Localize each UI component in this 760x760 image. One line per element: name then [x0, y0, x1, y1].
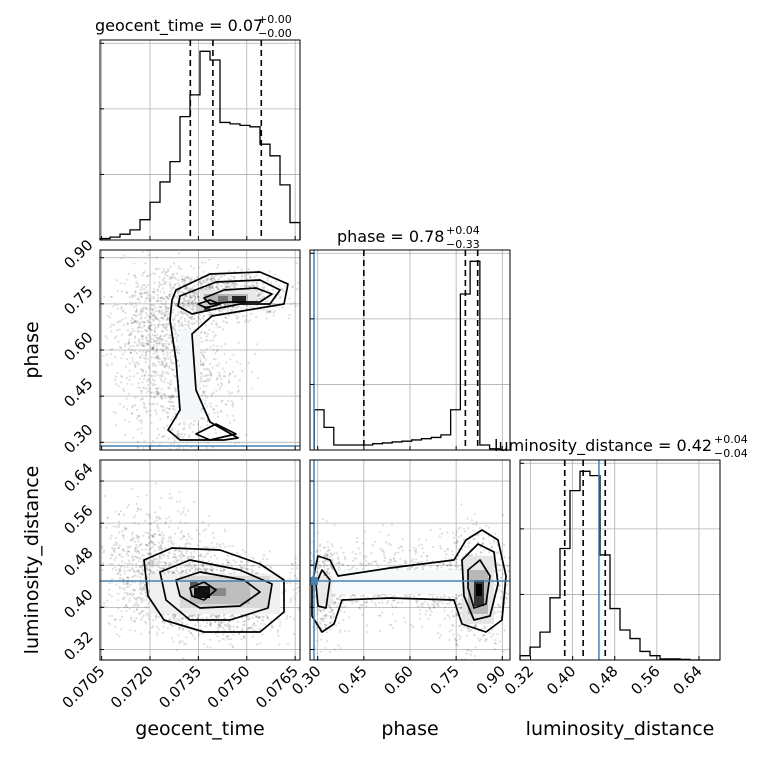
- contour-0: [143, 547, 285, 633]
- histogram-luminosity-distance: [519, 470, 720, 661]
- xtick-label-phase-1: 0.45: [334, 662, 370, 698]
- xlabel-geocent-time: geocent_time: [135, 718, 264, 740]
- frame: [99, 459, 301, 661]
- histogram-geocent-time: [99, 50, 301, 240]
- title-geocent-time: geocent_time = 0.07: [95, 16, 263, 36]
- xtick-label-geocent-time-0: 0.0705: [59, 662, 109, 712]
- ylabel-phase: phase: [21, 321, 43, 378]
- xtick-label-luminosity-distance-0: 0.32: [501, 662, 537, 698]
- title-phase-sup: +0.04: [446, 224, 480, 237]
- xtick-label-phase-3: 0.75: [427, 662, 463, 698]
- xtick-label-luminosity-distance-4: 0.64: [669, 662, 705, 698]
- xtick-label-luminosity-distance-1: 0.40: [543, 662, 579, 698]
- xtick-label-phase-2: 0.60: [380, 662, 416, 698]
- panel-content-geocent-time-luminosity-distance: [100, 460, 300, 660]
- density-cell-4: [210, 588, 226, 596]
- panel-geocent-time-hist: [99, 39, 301, 241]
- title-geocent-time-sup: +0.00: [258, 13, 292, 26]
- ytick-label-phase-3: 0.75: [60, 282, 96, 318]
- title-luminosity-distance-sup: +0.04: [714, 433, 748, 446]
- density-cell-5: [190, 582, 198, 588]
- panel-luminosity-distance-hist: 0.32 0.40 0.48 0.56 0.64: [501, 459, 721, 698]
- ytick-label-luminosity-distance-3: 0.56: [60, 501, 96, 537]
- xtick-label-geocent-time-2: 0.0735: [155, 662, 205, 712]
- contour-2: [461, 543, 499, 621]
- contour-4: [195, 423, 237, 441]
- contour-3: [467, 559, 491, 609]
- truth-marker: [310, 577, 318, 586]
- ytick-label-phase-2: 0.60: [60, 328, 96, 364]
- panel-content-geocent-time-phase: [100, 250, 300, 450]
- title-phase: phase = 0.78: [337, 227, 444, 246]
- ytick-label-phase-1: 0.45: [60, 374, 96, 410]
- panel-geocent-time-vs-phase: 0.30 0.45 0.60 0.75 0.90: [60, 236, 301, 457]
- ylabel-luminosity-distance: luminosity_distance: [21, 466, 43, 655]
- ytick-label-luminosity-distance-1: 0.40: [60, 586, 96, 622]
- ytick-label-phase-4: 0.90: [60, 236, 96, 272]
- panel-phase-hist: [309, 249, 511, 451]
- frame-geocent-time: [99, 39, 301, 241]
- xtick-label-geocent-time-3: 0.0750: [204, 662, 254, 712]
- ytick-label-luminosity-distance-4: 0.64: [60, 459, 96, 495]
- contour-1: [315, 569, 331, 609]
- contour-3: [197, 299, 221, 309]
- frame-luminosity-distance: [519, 459, 721, 661]
- ytick-label-luminosity-distance-0: 0.32: [60, 628, 96, 664]
- contour-1: [177, 279, 281, 315]
- xlabel-phase: phase: [381, 718, 438, 740]
- contour-0: [167, 271, 289, 441]
- density-cell-4: [476, 584, 482, 596]
- title-luminosity-distance: luminosity_distance = 0.42: [494, 436, 712, 456]
- histogram-phase: [313, 260, 510, 451]
- contour-2: [175, 571, 261, 609]
- xtick-label-phase-4: 0.90: [473, 662, 509, 698]
- contour-3: [189, 581, 217, 601]
- density-cell-6: [180, 330, 200, 420]
- contour-2: [203, 287, 273, 305]
- density-cell-3: [218, 296, 228, 302]
- contour-0: [311, 529, 507, 633]
- xtick-label-geocent-time-1: 0.0720: [107, 662, 157, 712]
- xtick-label-luminosity-distance-3: 0.56: [627, 662, 663, 698]
- xtick-label-luminosity-distance-2: 0.48: [585, 662, 621, 698]
- ytick-label-phase-0: 0.30: [60, 421, 96, 457]
- density-cell-2: [232, 296, 246, 303]
- frame-phase: [309, 249, 511, 451]
- frame: [99, 249, 301, 451]
- ytick-label-luminosity-distance-2: 0.48: [60, 544, 96, 580]
- panel-phase-vs-luminosity-distance: 0.30 0.45 0.60 0.75 0.90: [288, 459, 511, 698]
- contour-1: [159, 559, 273, 621]
- density-cell-4: [196, 302, 208, 312]
- xlabel-luminosity-distance: luminosity_distance: [526, 718, 715, 740]
- density-cell-3: [194, 586, 210, 598]
- frame: [309, 459, 511, 661]
- title-luminosity-distance-sub: −0.04: [714, 447, 748, 460]
- title-geocent-time-sub: −0.00: [258, 27, 292, 40]
- title-phase-sub: −0.33: [446, 238, 480, 251]
- panel-content-phase-luminosity-distance: [310, 460, 510, 660]
